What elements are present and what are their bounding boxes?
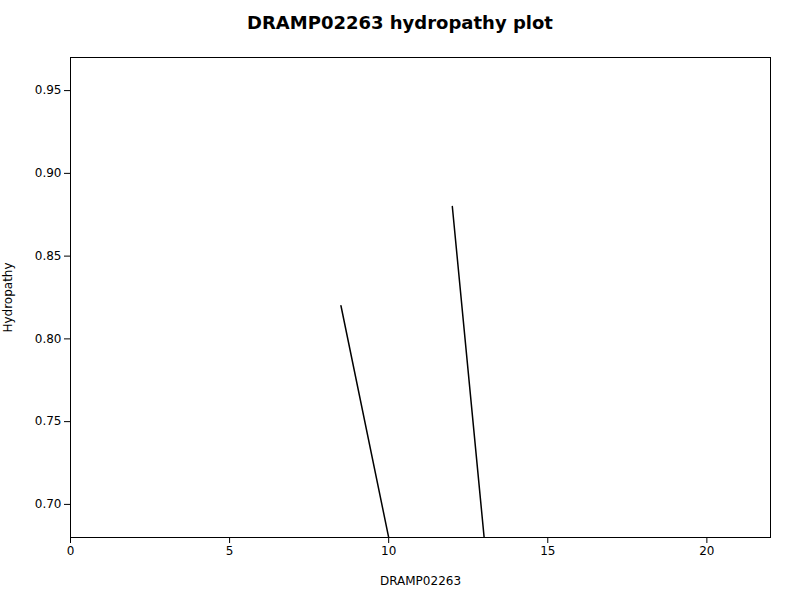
svg-text:20: 20	[699, 544, 714, 558]
svg-text:0.85: 0.85	[35, 249, 62, 263]
svg-text:0.80: 0.80	[35, 332, 62, 346]
svg-text:DRAMP02263: DRAMP02263	[380, 574, 461, 588]
svg-text:0.95: 0.95	[35, 83, 62, 97]
svg-text:0.75: 0.75	[35, 414, 62, 428]
html-text:DRAMP02263 hydropathy plot: DRAMP02263 hydropathy plot	[247, 12, 553, 33]
svg-text:15: 15	[540, 544, 555, 558]
svg-text:0.90: 0.90	[35, 166, 62, 180]
svg-text:0: 0	[67, 544, 75, 558]
svg-text:0.70: 0.70	[35, 497, 62, 511]
svg-text:5: 5	[226, 544, 234, 558]
svg-text:10: 10	[381, 544, 396, 558]
svg-text:Hydropathy: Hydropathy	[1, 262, 15, 332]
